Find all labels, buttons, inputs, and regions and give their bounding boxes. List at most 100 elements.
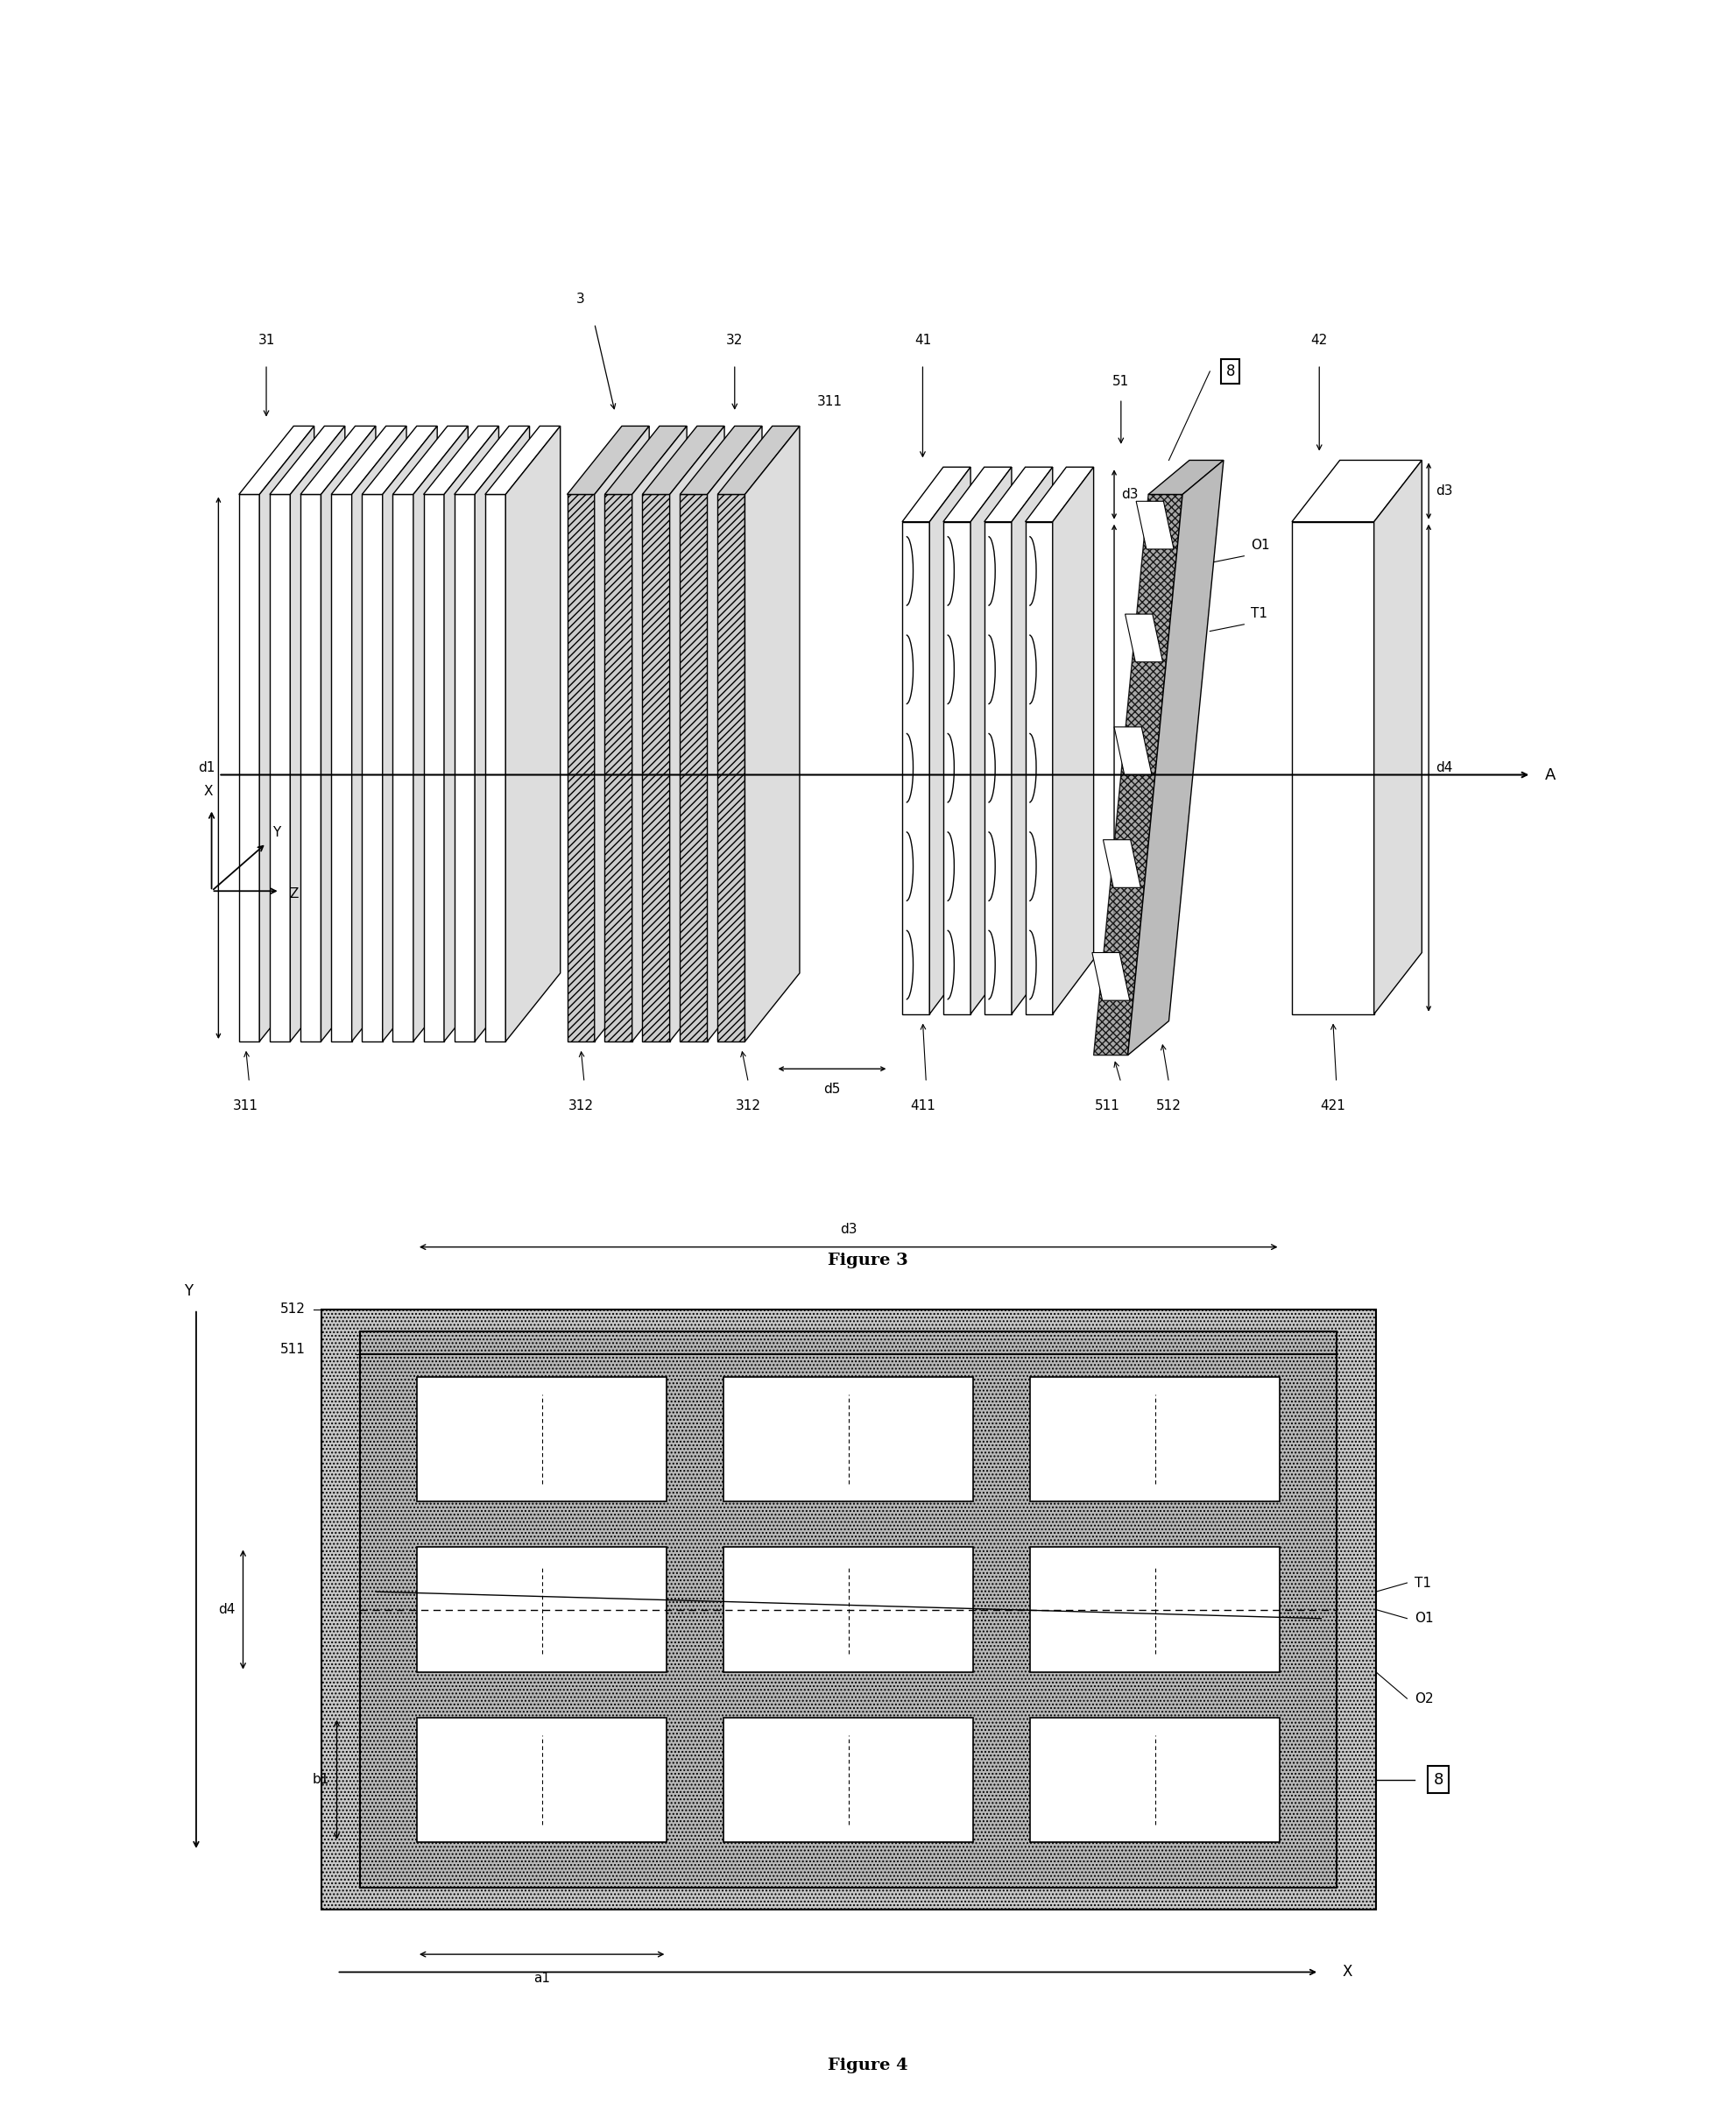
Text: 511: 511 xyxy=(279,1342,306,1355)
Text: 312: 312 xyxy=(568,1100,594,1113)
Text: 8: 8 xyxy=(1226,364,1234,379)
Text: Y: Y xyxy=(273,827,281,839)
Polygon shape xyxy=(632,425,687,1041)
Polygon shape xyxy=(943,467,1012,522)
Bar xyxy=(417,1546,667,1673)
Text: 41: 41 xyxy=(915,335,930,347)
Polygon shape xyxy=(903,467,970,522)
Polygon shape xyxy=(240,425,314,494)
Polygon shape xyxy=(970,467,1012,1014)
Text: O1: O1 xyxy=(1415,1612,1434,1624)
Text: Figure 3: Figure 3 xyxy=(828,1252,908,1269)
Text: d3: d3 xyxy=(1436,484,1453,497)
Bar xyxy=(903,522,929,1014)
Text: 31: 31 xyxy=(259,335,274,347)
Polygon shape xyxy=(1115,726,1151,774)
Text: d4: d4 xyxy=(1436,762,1453,774)
Polygon shape xyxy=(1102,839,1141,888)
Polygon shape xyxy=(1026,467,1094,522)
Bar xyxy=(269,494,290,1041)
Polygon shape xyxy=(568,425,649,494)
Text: d3: d3 xyxy=(840,1222,858,1237)
Bar xyxy=(984,522,1012,1014)
Text: 32: 32 xyxy=(726,335,743,347)
Bar xyxy=(724,1717,974,1841)
Polygon shape xyxy=(1125,614,1163,663)
Text: d1: d1 xyxy=(198,762,215,774)
Bar xyxy=(717,494,745,1041)
Bar xyxy=(363,494,382,1041)
Text: 421: 421 xyxy=(1321,1100,1345,1113)
Polygon shape xyxy=(604,425,687,494)
Text: 311: 311 xyxy=(816,396,842,408)
Text: Figure 4: Figure 4 xyxy=(828,2058,908,2072)
Text: d4: d4 xyxy=(219,1603,236,1616)
Polygon shape xyxy=(1052,467,1094,1014)
Bar xyxy=(417,1378,667,1502)
Polygon shape xyxy=(707,425,762,1041)
Bar xyxy=(361,1332,1337,1887)
Text: b1: b1 xyxy=(312,1774,330,1786)
Text: 512: 512 xyxy=(1156,1100,1182,1113)
Bar xyxy=(1292,522,1373,1014)
Bar xyxy=(332,494,352,1041)
Bar xyxy=(424,494,444,1041)
Polygon shape xyxy=(642,425,724,494)
Text: 42: 42 xyxy=(1311,335,1328,347)
Polygon shape xyxy=(1128,461,1224,1054)
Polygon shape xyxy=(444,425,498,1041)
Polygon shape xyxy=(505,425,561,1041)
Polygon shape xyxy=(300,425,375,494)
Bar xyxy=(1029,1546,1279,1673)
Text: 411: 411 xyxy=(910,1100,936,1113)
Bar xyxy=(455,494,476,1041)
Polygon shape xyxy=(1012,467,1052,1014)
Polygon shape xyxy=(681,425,762,494)
Polygon shape xyxy=(484,425,561,494)
Text: 3: 3 xyxy=(576,292,585,305)
Text: 511: 511 xyxy=(1095,1100,1120,1113)
Polygon shape xyxy=(259,425,314,1041)
Polygon shape xyxy=(413,425,469,1041)
Polygon shape xyxy=(1292,461,1422,522)
Text: 51: 51 xyxy=(1113,375,1130,387)
Bar xyxy=(392,494,413,1041)
Bar xyxy=(484,494,505,1041)
Polygon shape xyxy=(476,425,529,1041)
Text: A: A xyxy=(1545,768,1555,783)
Text: a1: a1 xyxy=(533,1971,550,1986)
Polygon shape xyxy=(382,425,437,1041)
Text: Z: Z xyxy=(290,888,299,901)
Text: d5: d5 xyxy=(823,1084,840,1096)
Text: X: X xyxy=(1342,1965,1352,1980)
Text: 312: 312 xyxy=(736,1100,760,1113)
Polygon shape xyxy=(321,425,375,1041)
Polygon shape xyxy=(1373,461,1422,1014)
Polygon shape xyxy=(745,425,800,1041)
Polygon shape xyxy=(717,425,800,494)
Polygon shape xyxy=(594,425,649,1041)
Bar xyxy=(724,1546,974,1673)
Text: d3: d3 xyxy=(1121,488,1139,501)
Polygon shape xyxy=(363,425,437,494)
Text: X: X xyxy=(203,785,214,797)
Text: O1: O1 xyxy=(1252,539,1269,551)
Polygon shape xyxy=(352,425,406,1041)
Bar xyxy=(1029,1717,1279,1841)
Text: d2: d2 xyxy=(687,987,703,999)
Bar xyxy=(417,1717,667,1841)
Polygon shape xyxy=(929,467,970,1014)
Polygon shape xyxy=(332,425,406,494)
Polygon shape xyxy=(424,425,498,494)
Bar xyxy=(724,1378,974,1502)
Polygon shape xyxy=(269,425,345,494)
Polygon shape xyxy=(670,425,724,1041)
Polygon shape xyxy=(1094,494,1182,1054)
Polygon shape xyxy=(1092,953,1130,999)
Polygon shape xyxy=(455,425,529,494)
Polygon shape xyxy=(1147,461,1224,494)
Text: T1: T1 xyxy=(1415,1576,1432,1589)
Bar xyxy=(1026,522,1052,1014)
Bar xyxy=(604,494,632,1041)
Text: 512: 512 xyxy=(279,1302,306,1315)
